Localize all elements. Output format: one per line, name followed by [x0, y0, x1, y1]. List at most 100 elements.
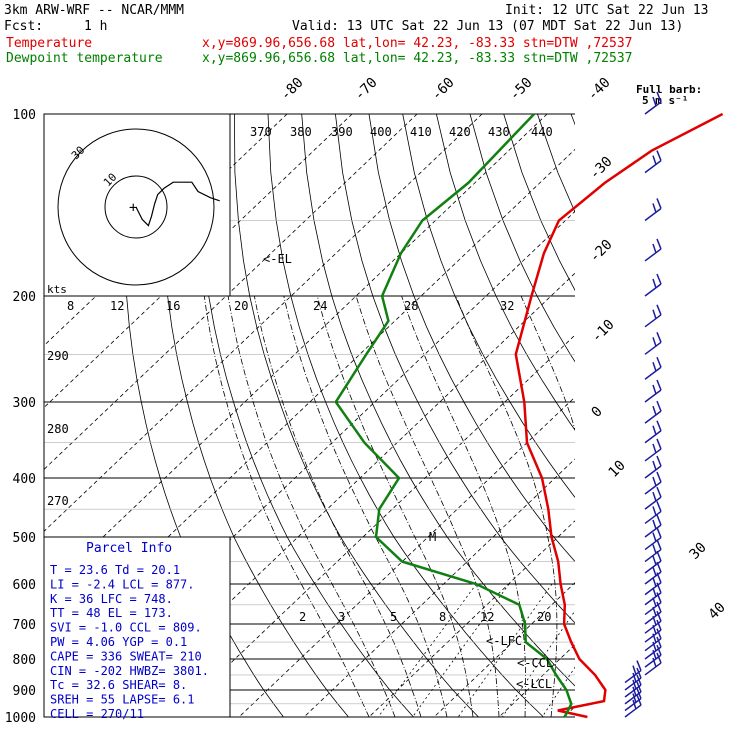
wind-barb	[644, 356, 662, 380]
mixing-ratio-line	[377, 583, 477, 717]
dry-adiabat	[672, 114, 740, 717]
el-marker: <-EL	[263, 252, 292, 266]
moist-adiabat-label: 20	[234, 299, 248, 313]
dry-adiabat-label: 390	[331, 125, 353, 139]
isotherm	[629, 114, 740, 717]
parcel-info-row: PW = 4.06 YGP = 0.1	[50, 635, 187, 649]
dry-adiabat	[267, 114, 570, 717]
wind-barb	[644, 471, 662, 495]
moist-adiabat	[283, 295, 448, 717]
dry-adiabat-label: 430	[488, 125, 510, 139]
isotherm	[694, 114, 740, 717]
wind-barb	[644, 501, 662, 525]
wind-barb	[644, 332, 662, 355]
wind-legend-line2: 5 m s⁻¹	[642, 94, 688, 107]
pressure-tick-label: 400	[13, 472, 36, 487]
pressure-tick-label: 300	[13, 396, 36, 411]
parcel-info-row: CELL = 270/11	[50, 707, 144, 721]
parcel-info-row: K = 36 LFC = 748.	[50, 592, 173, 606]
mixing-ratio-line	[541, 666, 575, 717]
wind-barb	[644, 379, 662, 403]
hodograph-frame	[43, 113, 231, 297]
moist-adiabat-label: 16	[166, 299, 180, 313]
isotherm-label: 10	[606, 458, 629, 481]
wind-barb	[644, 238, 662, 262]
moist-adiabat-label: 8	[67, 299, 74, 313]
dry-adiabat-label: 410	[410, 125, 432, 139]
mixing-ratio-label: 5	[390, 610, 397, 624]
dry-adiabat	[234, 114, 505, 717]
mixing-ratio-label: 3	[338, 610, 345, 624]
dewpoint-trace	[334, 113, 573, 718]
isotherm-label: -20	[587, 237, 616, 266]
pressure-tick-label: 700	[13, 618, 36, 633]
wind-legend-line1: Full barb:	[636, 83, 702, 96]
dry-adiabat	[537, 114, 575, 214]
moist-adiabat	[401, 295, 526, 717]
mixing-ratio-label: 20	[537, 610, 551, 624]
dry-adiabat-label: 270	[47, 494, 69, 508]
wind-barb	[644, 527, 662, 551]
wind-barb	[644, 150, 662, 174]
parcel-info-row: T = 23.6 Td = 20.1	[50, 563, 180, 577]
isotherm-label: -10	[589, 317, 618, 346]
wind-barb	[644, 438, 662, 462]
dry-adiabat-label: 280	[47, 422, 69, 436]
wind-barb	[644, 514, 662, 538]
moist-adiabat	[681, 296, 740, 717]
dry-adiabat-label: 370	[250, 125, 272, 139]
isotherm	[563, 706, 575, 717]
mixing-ratio-line	[457, 583, 553, 717]
moist-adiabat-label: 28	[404, 299, 418, 313]
wind-barb	[644, 455, 662, 479]
wind-barb	[644, 539, 662, 563]
moist-adiabat	[655, 296, 740, 717]
dry-adiabat-label: 380	[290, 125, 312, 139]
forecast-hour: 1 h	[84, 19, 107, 34]
parcel-info-panel: Parcel Info T = 23.6 Td = 20.1LI = -2.4 …	[43, 536, 231, 721]
isotherm-label: 30	[687, 540, 710, 563]
ccl-marker: <-CCL	[517, 656, 553, 670]
moist-adiabat	[520, 295, 575, 432]
mixing-ratio-label: 2	[299, 610, 306, 624]
dry-adiabats	[124, 114, 740, 717]
hodograph-ring-inner	[104, 175, 168, 239]
moist-adiabat-label: 32	[500, 299, 514, 313]
isotherm	[498, 644, 575, 717]
mixing-ratio-label: 12	[480, 610, 494, 624]
dry-adiabat-label: 400	[370, 125, 392, 139]
wind-barb	[624, 688, 642, 712]
wind-barb	[644, 420, 662, 444]
wind-barb	[644, 550, 662, 574]
wind-barb	[644, 400, 662, 424]
isotherm-label: -40	[585, 75, 614, 104]
pressure-tick-label: 900	[13, 684, 36, 699]
isotherm-label: 0	[589, 404, 606, 421]
dry-adiabat	[706, 114, 740, 717]
hodograph-trace	[135, 181, 220, 227]
dry-adiabat	[503, 114, 575, 292]
pressure-tick-label: 600	[13, 578, 36, 593]
temperature-legend-label: Temperature	[6, 36, 92, 51]
wind-barb	[644, 198, 662, 222]
moist-adiabat-label: 24	[313, 299, 327, 313]
init-time: Init: 12 UTC Sat 22 Jun 13	[505, 3, 709, 18]
dry-adiabat-label: 420	[449, 125, 471, 139]
wind-barb	[644, 582, 662, 606]
model-title: 3km ARW-WRF -- NCAR/MMM	[4, 3, 184, 18]
m-marker: M	[429, 530, 436, 544]
moist-adiabat-label: 12	[110, 299, 124, 313]
wind-barb	[624, 694, 642, 718]
dewpoint-location: x,y=869.96,656.68 lat,lon= 42.23, -83.33…	[202, 51, 632, 66]
mixing-ratio-label: 8	[439, 610, 446, 624]
wind-barb	[644, 486, 662, 510]
moist-adiabat	[254, 295, 422, 717]
isotherm	[238, 396, 575, 717]
wind-barbs	[624, 91, 662, 718]
parcel-info-row: SREH = 55 LAPSE= 6.1	[50, 693, 195, 707]
pressure-tick-label: 500	[13, 531, 36, 546]
dry-adiabat	[368, 114, 575, 563]
wind-barb	[644, 273, 662, 297]
forecast-label: Fcst:	[4, 19, 43, 34]
